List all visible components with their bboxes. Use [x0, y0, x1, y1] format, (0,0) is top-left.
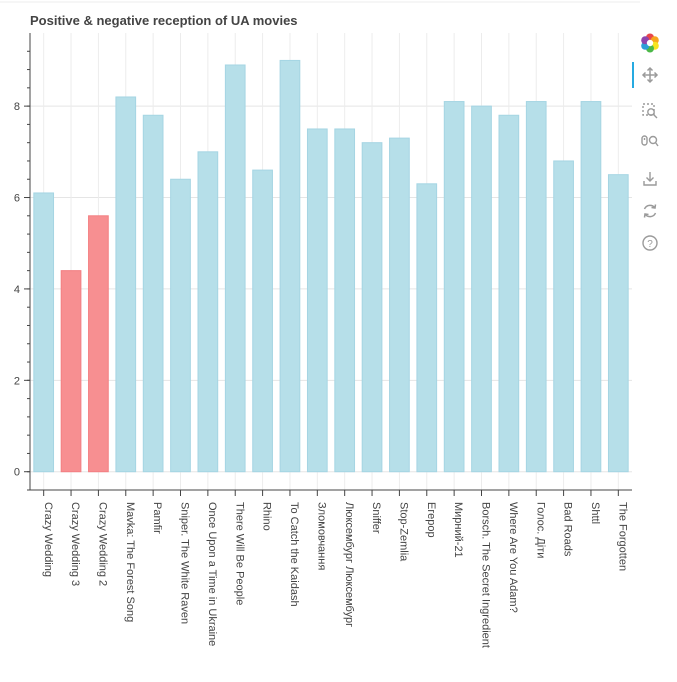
bar[interactable]: [525, 101, 547, 473]
box-zoom-icon[interactable]: [632, 98, 668, 124]
x-tick-label: Rhino: [261, 502, 273, 531]
bar[interactable]: [443, 101, 465, 473]
bar[interactable]: [580, 101, 602, 473]
bar[interactable]: [306, 128, 328, 473]
y-tick-label: 4: [14, 284, 20, 296]
chart-title: Positive & negative reception of UA movi…: [30, 13, 298, 28]
bar[interactable]: [498, 114, 520, 473]
x-tick-label: Crazy Wedding 2: [97, 502, 109, 586]
x-tick-label: Мирний-21: [452, 502, 464, 558]
axes: 0 2 4 6 8 Crazy Wedding Crazy Wedding 3 Crazy W…: [14, 33, 632, 648]
svg-text:?: ?: [647, 239, 653, 250]
bar[interactable]: [389, 137, 410, 473]
bar[interactable]: [252, 169, 273, 473]
bar[interactable]: [334, 128, 356, 473]
x-tick-label: Shttl: [589, 502, 601, 524]
x-tick-label: Crazy Wedding 3: [69, 502, 81, 586]
bar[interactable]: [170, 178, 191, 473]
y-tick-label: 8: [14, 101, 20, 113]
x-tick-label: Pamfir: [151, 502, 163, 534]
x-tick-label: Mavka: The Forest Song: [124, 502, 136, 622]
y-tick-label: 2: [14, 375, 20, 387]
help-icon[interactable]: ?: [632, 230, 668, 256]
bars: [33, 59, 629, 473]
bar[interactable]: [361, 142, 383, 473]
x-tick-label: Bad Roads: [562, 502, 574, 557]
bar[interactable]: [197, 151, 219, 473]
bar[interactable]: [224, 64, 246, 473]
bar[interactable]: [471, 105, 492, 473]
x-tick-label: Люксембург Люксембург: [343, 502, 355, 627]
x-tick-label: The Forgotten: [616, 502, 628, 571]
y-tick-label: 6: [14, 193, 20, 205]
bar[interactable]: [115, 96, 137, 473]
x-tick-label: To Catch the Kaidash: [288, 502, 300, 607]
bar[interactable]: [60, 270, 82, 473]
x-tick-label: There Will Be People: [233, 502, 245, 605]
x-tick-label: Голос. Діти: [534, 502, 546, 558]
x-tick-label: Sniffer: [370, 502, 382, 534]
x-tick-label: Sniper. The White Raven: [179, 502, 191, 624]
x-tick-label: Зломовчання: [315, 502, 327, 570]
bar[interactable]: [33, 192, 55, 473]
x-tick-label: Borsch. The Secret Ingredient: [480, 502, 492, 648]
bokeh-logo-icon[interactable]: [632, 30, 668, 56]
x-tick-label: Crazy Wedding: [42, 502, 54, 577]
x-tick-label: Stop-Zemlia: [398, 502, 410, 562]
bar[interactable]: [553, 160, 574, 473]
bar[interactable]: [142, 114, 164, 473]
bar[interactable]: [279, 59, 301, 473]
bar[interactable]: [416, 183, 438, 473]
reset-icon[interactable]: [632, 198, 668, 224]
save-icon[interactable]: [632, 166, 668, 192]
pan-icon[interactable]: [632, 62, 668, 88]
y-tick-label: 0: [14, 467, 20, 479]
x-tick-label: Where Are You Adam?: [507, 502, 519, 613]
bar[interactable]: [607, 174, 629, 473]
wheel-zoom-icon[interactable]: [632, 128, 668, 154]
bar[interactable]: [88, 215, 109, 473]
x-tick-label: Once Upon a Time in Ukraine: [206, 502, 218, 646]
x-tick-label: Егерор: [425, 502, 437, 538]
active-tool-indicator: [632, 62, 634, 88]
